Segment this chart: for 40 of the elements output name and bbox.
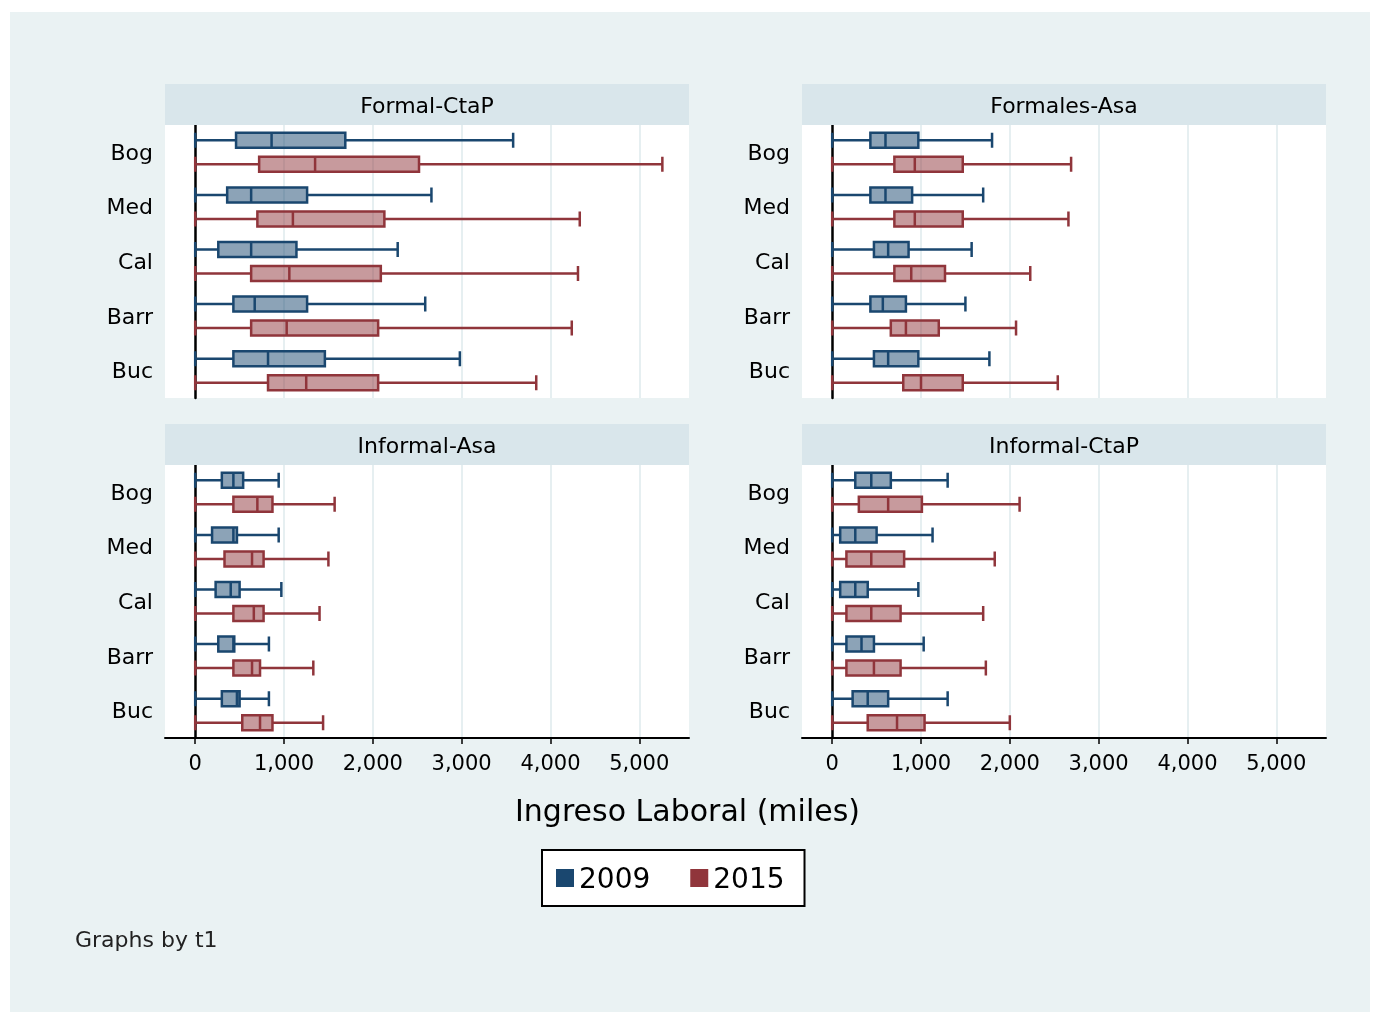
chart-title: Formal-CtaP <box>360 92 494 118</box>
x-tick-label: 3,000 <box>431 750 492 775</box>
chart-title: Informal-CtaP <box>989 432 1139 458</box>
y-tick-label: Buc <box>748 698 790 724</box>
x-tick-label: 4,000 <box>520 750 581 775</box>
text: Graphs by t1 <box>75 926 218 952</box>
y-tick-label: Buc <box>111 358 153 384</box>
x-tick-label: 2,000 <box>342 750 403 775</box>
x-tick-label: 0 <box>825 750 839 775</box>
y-tick-label: Barr <box>106 643 154 669</box>
y-tick-label: Cal <box>755 589 790 614</box>
x-tick-label: 4,000 <box>1157 750 1218 775</box>
y-tick-label: Cal <box>118 589 153 614</box>
x-axis-title: Ingreso Laboral (miles) <box>515 792 861 828</box>
y-tick-label: Cal <box>755 249 790 274</box>
x-tick-label: 0 <box>188 750 202 775</box>
legend-label: 2015 <box>713 861 785 895</box>
y-tick-label: Med <box>743 194 790 220</box>
y-tick-label: Bog <box>747 139 790 165</box>
y-tick-label: Barr <box>106 303 154 329</box>
y-tick-label: Med <box>106 534 153 560</box>
legend-label: 2009 <box>579 861 651 895</box>
x-tick-label: 2,000 <box>979 750 1040 775</box>
y-tick-label: Med <box>106 194 153 220</box>
x-tick-label: 5,000 <box>1246 750 1307 775</box>
y-tick-label: Buc <box>111 698 153 724</box>
y-tick-label: Cal <box>118 249 153 274</box>
chart-title: Informal-Asa <box>357 432 497 458</box>
y-tick-label: Bog <box>110 139 153 165</box>
y-tick-label: Bog <box>747 479 790 505</box>
x-tick-label: 1,000 <box>253 750 315 775</box>
y-tick-label: Barr <box>743 643 791 669</box>
y-tick-label: Barr <box>743 303 791 329</box>
chart-title: Formales-Asa <box>990 92 1138 118</box>
x-tick-label: 5,000 <box>609 750 670 775</box>
x-tick-label: 3,000 <box>1068 750 1129 775</box>
y-tick-label: Bog <box>110 479 153 505</box>
y-tick-label: Buc <box>748 358 790 384</box>
x-tick-label: 1,000 <box>890 750 952 775</box>
y-tick-label: Med <box>743 534 790 560</box>
